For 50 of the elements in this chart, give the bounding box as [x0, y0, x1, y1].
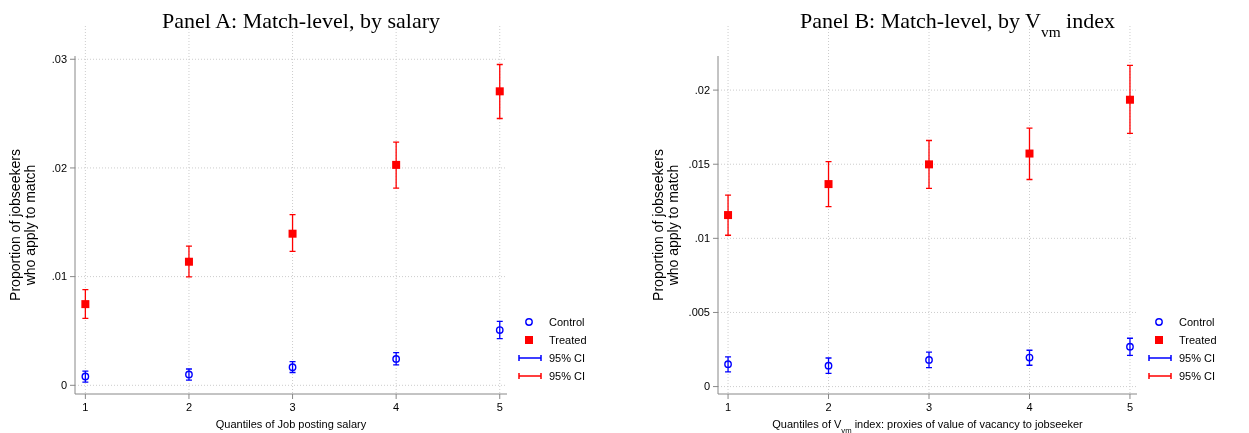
point: [288, 229, 297, 238]
text: 95% CI: [1179, 369, 1216, 382]
y-axis-title: Proportion of jobseekers who apply to match: [6, 149, 38, 301]
point: [1025, 353, 1034, 362]
point: [392, 160, 401, 169]
point: [1025, 149, 1034, 158]
x-tick-label: 3: [289, 401, 296, 413]
legend-label: Treated: [549, 333, 587, 346]
y-tick-label: 0: [703, 380, 710, 393]
x-tick-label: 4: [393, 401, 400, 413]
y-tick-label: .01: [51, 270, 67, 283]
text: 95% CI: [1179, 351, 1216, 364]
point: [81, 300, 90, 309]
point: [495, 87, 504, 96]
point: [184, 257, 193, 266]
point: [1126, 342, 1134, 351]
x-tick-label: 1: [724, 401, 732, 413]
chart-title: Panel A: Match-level, by salary: [162, 8, 440, 33]
x-tick-label: 3: [925, 401, 933, 413]
x-tick-label: 5: [496, 401, 503, 413]
y-tick-label: .005: [688, 306, 710, 319]
y-tick-label: .02: [694, 83, 710, 96]
x-tick-label: 5: [1126, 401, 1134, 413]
x-tick-label: 1: [82, 401, 89, 413]
y-tick-label: .03: [51, 53, 67, 66]
y-tick-label: 0: [60, 379, 67, 392]
x-tick-label: 2: [825, 401, 832, 413]
y-tick-label: .015: [688, 158, 710, 171]
legend-label: Treated: [1179, 333, 1217, 346]
y-tick-label: .02: [51, 161, 67, 174]
point: [495, 326, 504, 334]
x-axis-title: Quantiles of Job posting salary: [215, 418, 367, 430]
text: 95% CI: [549, 369, 586, 382]
x-tick-label: 2: [185, 401, 193, 413]
y-tick-label: .01: [694, 232, 710, 245]
text: 95% CI: [549, 351, 586, 364]
point: [724, 360, 732, 369]
point: [824, 361, 833, 370]
point: [392, 355, 401, 363]
legend-label: Control: [549, 315, 585, 328]
point: [925, 356, 933, 364]
chart-title: Panel B: Match-level, by V$_{vm}$ index: [800, 8, 1115, 40]
point: [724, 211, 733, 220]
x-axis-title: Quantiles of V$_{vm}$ index: proxies of value of vacancy to jobseeker: [772, 418, 1084, 433]
point: [824, 180, 833, 189]
x-tick-label: 4: [1026, 401, 1033, 413]
y-axis-title: Proportion of jobseekers who apply to match: [649, 149, 681, 301]
point: [925, 160, 934, 169]
legend-label: Control: [1179, 315, 1215, 328]
point: [1125, 95, 1134, 104]
